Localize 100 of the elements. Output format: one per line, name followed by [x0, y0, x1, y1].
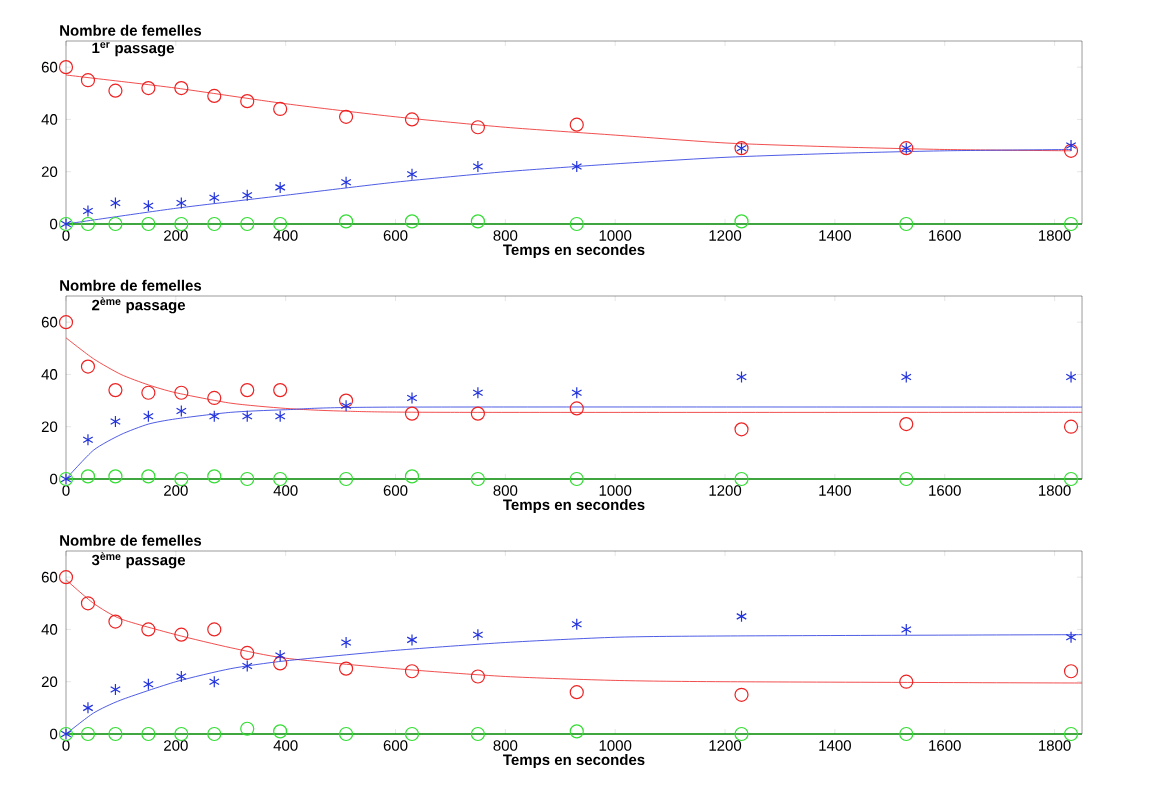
point — [240, 471, 255, 487]
point — [472, 628, 484, 641]
point — [207, 469, 222, 484]
point — [207, 622, 222, 637]
y-tick-label: 0 — [50, 728, 58, 740]
x-tick-label: 0 — [62, 740, 70, 751]
x-axis-title: Temps en secondes — [503, 499, 645, 513]
point — [82, 433, 94, 446]
y-axis-title: Nombre de femelles — [60, 534, 202, 546]
point — [241, 410, 253, 423]
point — [108, 726, 123, 742]
y-tick-label: 40 — [41, 369, 58, 380]
x-tick-label: 1800 — [1039, 740, 1071, 751]
point — [1063, 726, 1079, 742]
point — [175, 670, 187, 683]
point — [274, 410, 286, 423]
x-tick-label: 1400 — [819, 230, 851, 241]
point — [80, 726, 96, 742]
x-tick-label: 1600 — [929, 230, 961, 241]
point — [273, 101, 288, 117]
point — [208, 191, 220, 204]
point — [1063, 419, 1079, 434]
point — [470, 726, 485, 742]
point — [273, 724, 288, 739]
point — [108, 614, 123, 629]
point — [569, 401, 584, 416]
point — [470, 406, 485, 421]
point — [404, 214, 420, 229]
point — [1063, 471, 1079, 487]
point — [340, 399, 352, 412]
x-tick-label: 400 — [273, 230, 298, 241]
point — [208, 675, 220, 688]
y-tick-label: 40 — [41, 114, 58, 125]
chart-title: 2$^{ème}$ passage — [92, 297, 186, 314]
y-axis-title: Nombre de femelles — [60, 24, 202, 36]
point — [80, 469, 96, 484]
y-axis-title: Nombre de femelles — [60, 279, 202, 291]
point — [571, 160, 583, 173]
y-tick-label: 20 — [41, 421, 58, 433]
point — [141, 726, 156, 742]
x-axis-title: Temps en secondes — [503, 754, 645, 768]
point — [1063, 664, 1079, 679]
point — [1063, 216, 1079, 232]
point — [734, 471, 749, 487]
chart-title: 3$^{ème}$ passage — [91, 552, 186, 569]
point — [569, 471, 584, 487]
point — [899, 726, 914, 742]
point — [899, 216, 914, 232]
point — [406, 168, 418, 181]
point — [174, 385, 189, 400]
x-tick-label: 800 — [493, 230, 518, 241]
point — [273, 656, 288, 671]
point — [899, 674, 914, 689]
point — [569, 216, 584, 232]
x-tick-label: 600 — [383, 740, 408, 751]
point — [207, 726, 222, 742]
x-tick-label: 1000 — [599, 740, 632, 751]
point — [141, 469, 156, 484]
x-tick-label: 1200 — [709, 230, 742, 241]
y-tick-label: 0 — [50, 473, 58, 485]
point — [404, 406, 420, 421]
point — [175, 404, 187, 418]
point — [143, 410, 154, 423]
y-tick-label: 0 — [50, 218, 58, 230]
point — [274, 649, 286, 662]
point — [240, 721, 255, 736]
point — [900, 623, 912, 636]
point — [736, 370, 747, 384]
point — [734, 214, 749, 229]
y-tick-label: 40 — [41, 624, 58, 635]
x-tick-label: 600 — [383, 230, 408, 241]
x-tick-label: 400 — [273, 485, 298, 496]
point — [900, 370, 912, 384]
point — [141, 80, 156, 96]
point — [734, 726, 749, 742]
point — [472, 160, 484, 173]
point — [406, 633, 418, 646]
chart-title: 1$^{er}$ passage — [92, 42, 174, 57]
point — [1063, 143, 1079, 158]
point — [175, 196, 187, 210]
point — [404, 726, 420, 742]
point — [404, 664, 420, 679]
x-tick-label: 800 — [493, 740, 518, 751]
point — [734, 687, 749, 702]
point — [82, 204, 94, 218]
point — [80, 596, 96, 611]
y-tick-label: 60 — [41, 316, 58, 328]
point — [174, 80, 189, 96]
point — [470, 471, 485, 487]
point — [207, 216, 222, 232]
point — [58, 60, 74, 75]
point — [143, 199, 154, 212]
y-tick-label: 20 — [41, 166, 58, 178]
point — [569, 724, 584, 739]
point — [571, 386, 583, 399]
point — [241, 189, 253, 202]
x-tick-label: 0 — [62, 230, 70, 241]
point — [569, 685, 584, 700]
x-tick-label: 400 — [273, 740, 298, 751]
point — [80, 73, 96, 88]
